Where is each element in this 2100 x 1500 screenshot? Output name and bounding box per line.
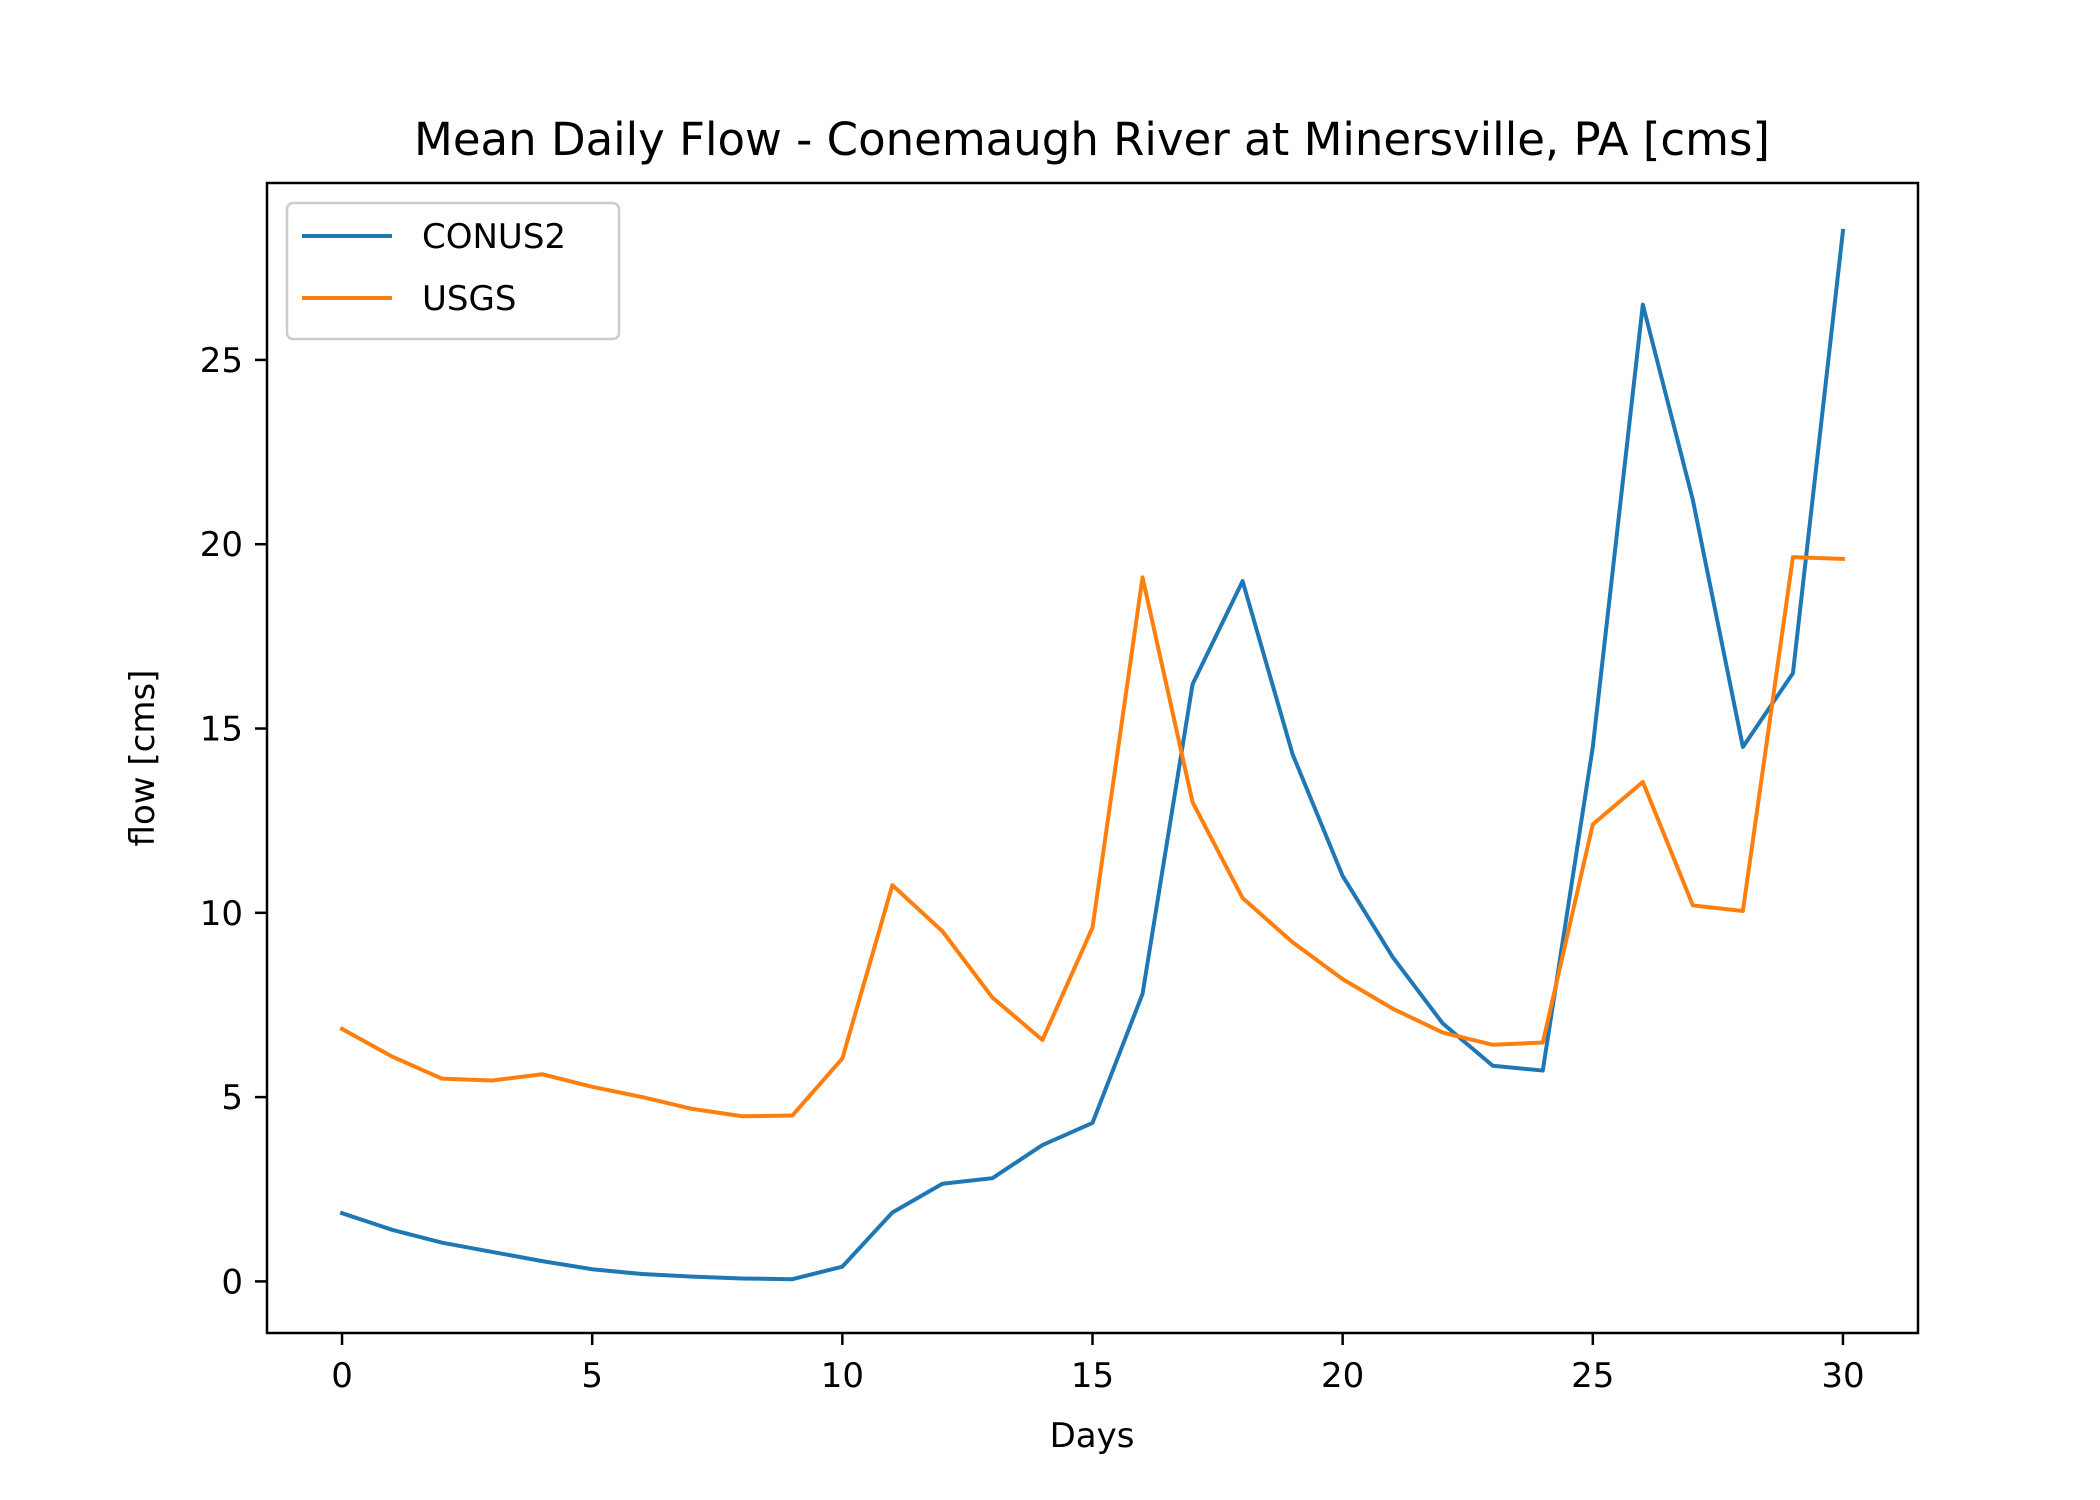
x-tick-label: 30	[1821, 1356, 1864, 1396]
legend-label-usgs: USGS	[422, 279, 516, 319]
x-axis-label: Days	[1050, 1416, 1135, 1456]
legend: CONUS2 USGS	[285, 201, 621, 341]
y-axis: 0 5 10 15 20 25	[200, 341, 267, 1302]
x-tick-label: 5	[581, 1356, 603, 1396]
y-tick-label: 25	[200, 341, 243, 381]
x-tick-label: 25	[1571, 1356, 1614, 1396]
x-tick-label: 20	[1321, 1356, 1364, 1396]
y-tick-label: 0	[221, 1262, 243, 1302]
y-tick-label: 10	[200, 894, 243, 934]
x-tick-label: 0	[331, 1356, 353, 1396]
y-axis-label: flow [cms]	[123, 670, 163, 847]
chart-title: Mean Daily Flow - Conemaugh River at Min…	[414, 113, 1770, 166]
x-tick-label: 10	[821, 1356, 864, 1396]
y-tick-label: 15	[200, 710, 243, 750]
y-tick-label: 20	[200, 525, 243, 565]
y-tick-label: 5	[221, 1078, 243, 1118]
x-axis: 0 5 10 15 20 25 30	[331, 1333, 1865, 1396]
series-layer	[339, 228, 1846, 1282]
x-tick-label: 15	[1071, 1356, 1114, 1396]
legend-label-conus2: CONUS2	[422, 217, 566, 257]
